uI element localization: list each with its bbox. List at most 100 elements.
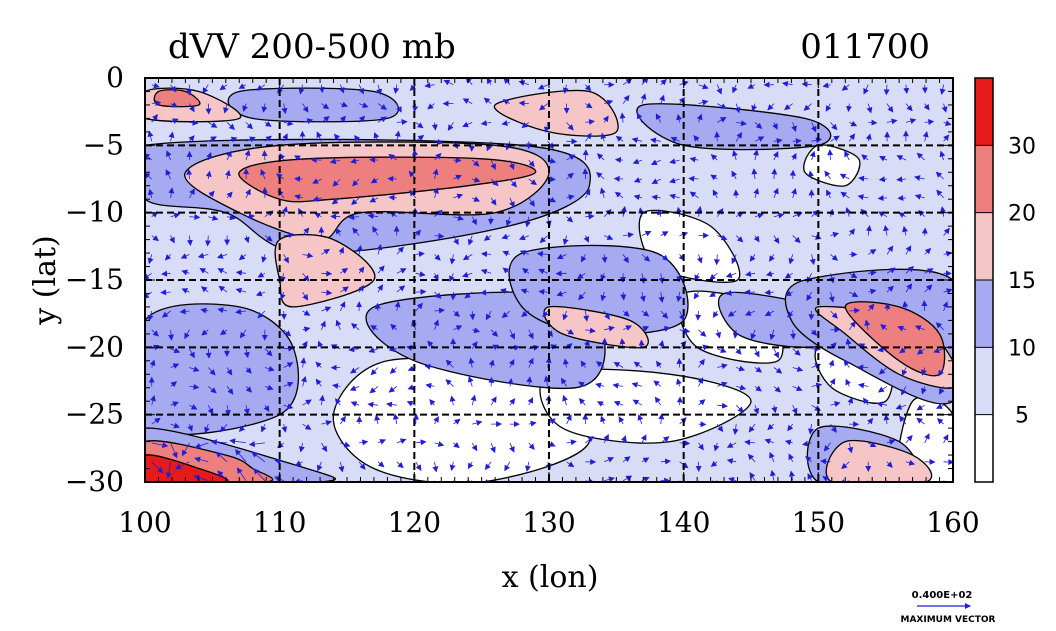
vector-legend-value: 0.400E+02 bbox=[912, 590, 973, 601]
wind-vector bbox=[878, 176, 888, 183]
wind-vector bbox=[206, 151, 212, 161]
wind-vector bbox=[509, 442, 515, 453]
wind-vector bbox=[151, 100, 162, 107]
wind-vector bbox=[318, 84, 325, 94]
wind-vector bbox=[151, 114, 158, 123]
wind-vector bbox=[620, 435, 627, 444]
wind-vector bbox=[578, 291, 586, 301]
wind-vector bbox=[487, 216, 494, 225]
wind-vector bbox=[830, 310, 838, 319]
wind-vector bbox=[226, 191, 233, 199]
wind-vector bbox=[709, 291, 718, 298]
wind-vector bbox=[655, 113, 662, 123]
wind-vector bbox=[340, 101, 349, 108]
wind-vector bbox=[317, 340, 324, 349]
wind-vector bbox=[583, 310, 590, 322]
wind-vector bbox=[358, 102, 369, 108]
wind-vector bbox=[886, 118, 898, 125]
wind-vector bbox=[637, 414, 644, 425]
wind-vector bbox=[443, 79, 454, 86]
wind-vector bbox=[658, 413, 665, 425]
wind-vector bbox=[522, 267, 530, 274]
wind-vector bbox=[828, 359, 835, 368]
wind-vector bbox=[501, 120, 510, 126]
wind-vector bbox=[582, 149, 589, 161]
wind-vector bbox=[298, 442, 305, 453]
wind-vector bbox=[749, 254, 756, 262]
wind-vector bbox=[839, 173, 850, 180]
wind-vector bbox=[204, 423, 210, 434]
wind-vector bbox=[921, 386, 927, 395]
wind-vector bbox=[471, 159, 480, 167]
wind-vector bbox=[670, 136, 680, 143]
wind-vector bbox=[471, 216, 477, 226]
wind-vector bbox=[433, 416, 439, 425]
wind-vector bbox=[566, 216, 574, 223]
wind-vector bbox=[604, 234, 614, 240]
wind-vector bbox=[358, 84, 364, 95]
wind-vector bbox=[539, 235, 548, 244]
wind-vector bbox=[914, 325, 925, 331]
wind-vector bbox=[578, 381, 586, 388]
colorbar-labels: 5 10 15 20 30 bbox=[1008, 134, 1036, 428]
wind-vector bbox=[716, 423, 724, 433]
wind-vector bbox=[658, 292, 665, 303]
wind-vector bbox=[584, 84, 592, 92]
wind-vector bbox=[415, 302, 423, 312]
wind-vector bbox=[321, 116, 330, 123]
wind-vector bbox=[210, 439, 228, 446]
wind-vector bbox=[902, 225, 908, 236]
wind-vector bbox=[938, 367, 944, 377]
y-tick-labels: 0 −5 −10 −15 −20 −25 −30 bbox=[65, 61, 124, 498]
wind-vector bbox=[632, 158, 643, 165]
wind-vector bbox=[697, 377, 704, 387]
wind-vector bbox=[445, 379, 454, 387]
wind-vector bbox=[352, 178, 360, 187]
wind-vector bbox=[879, 156, 888, 162]
wind-vector bbox=[294, 194, 303, 201]
wind-vector bbox=[194, 442, 209, 449]
wind-vector bbox=[180, 253, 190, 259]
wind-vector bbox=[226, 150, 232, 161]
wind-vector bbox=[414, 229, 422, 237]
wind-vector bbox=[425, 382, 435, 389]
wind-vector bbox=[283, 329, 292, 337]
wind-vector bbox=[449, 461, 456, 471]
wind-vector bbox=[712, 310, 719, 318]
wind-vector bbox=[508, 159, 515, 171]
wind-vector bbox=[802, 440, 812, 447]
plot-frame bbox=[144, 77, 954, 483]
wind-vector bbox=[338, 246, 344, 255]
wind-vector bbox=[669, 177, 680, 184]
wind-vector bbox=[301, 375, 307, 387]
wind-vector bbox=[840, 191, 850, 199]
wind-vector bbox=[245, 367, 252, 374]
wind-vector bbox=[916, 348, 925, 355]
wind-vector bbox=[312, 178, 322, 184]
wind-vector bbox=[509, 178, 517, 188]
wind-vector bbox=[507, 378, 514, 387]
wind-vector bbox=[188, 103, 195, 113]
wind-vector bbox=[811, 345, 821, 352]
wind-vector bbox=[509, 329, 515, 340]
wind-vector bbox=[187, 423, 193, 432]
wind-vector bbox=[858, 382, 869, 389]
wind-vector bbox=[302, 399, 312, 406]
wind-vector bbox=[226, 122, 236, 130]
wind-vector bbox=[658, 273, 665, 284]
wind-vector bbox=[597, 401, 605, 407]
wind-vector bbox=[348, 346, 360, 353]
wind-vector bbox=[396, 461, 404, 469]
wind-vector bbox=[528, 442, 535, 450]
wind-vector bbox=[260, 168, 266, 180]
wind-vector bbox=[168, 187, 175, 198]
wind-vector bbox=[261, 103, 268, 113]
wind-vector bbox=[566, 194, 575, 201]
wind-vector bbox=[727, 310, 737, 317]
wind-vector bbox=[717, 363, 728, 370]
wind-vector bbox=[238, 254, 247, 261]
wind-vector bbox=[316, 131, 323, 142]
wind-vector bbox=[580, 254, 587, 263]
wind-vector bbox=[585, 327, 596, 334]
wind-vector bbox=[283, 120, 294, 127]
